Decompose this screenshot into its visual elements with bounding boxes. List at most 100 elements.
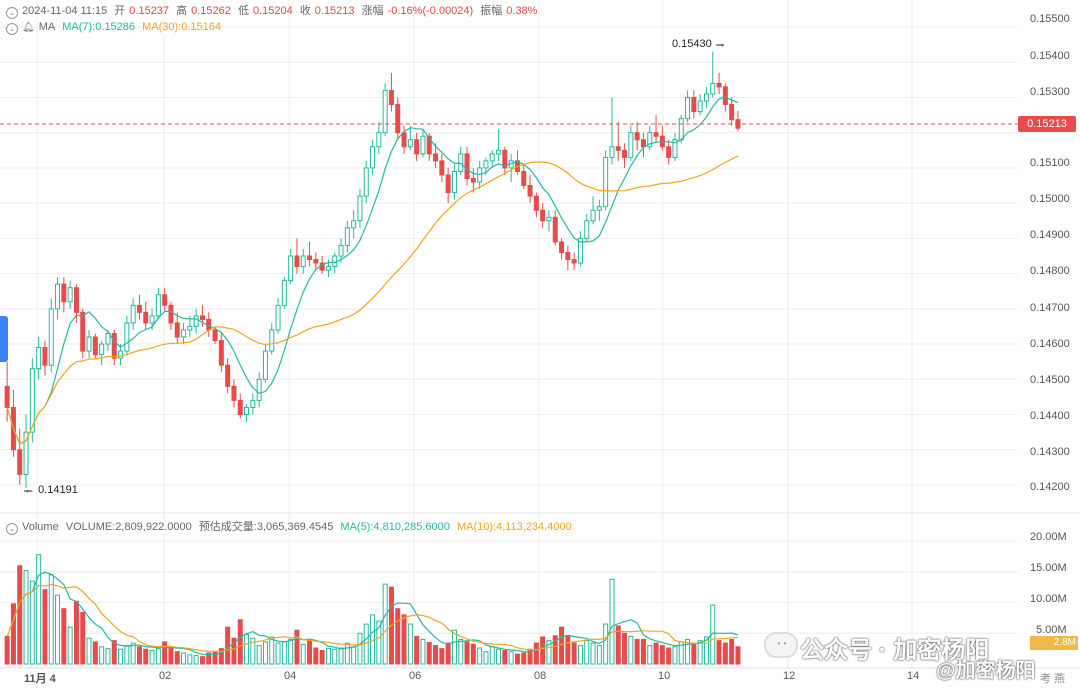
- volume-bar: [168, 646, 174, 665]
- volume-bar: [288, 638, 294, 665]
- candle-body: [691, 96, 697, 113]
- volume-bar: [672, 646, 678, 665]
- candle-body: [55, 283, 61, 310]
- volume-bar: [338, 647, 344, 665]
- volume-bar: [609, 578, 615, 665]
- volume-bar: [527, 648, 533, 665]
- volume-bar: [10, 603, 16, 665]
- x-tick: 06: [409, 670, 422, 682]
- volume-bar: [149, 649, 155, 665]
- candle-body: [256, 378, 262, 401]
- volume-bar: [55, 594, 61, 665]
- volume-bar: [546, 640, 552, 665]
- candle-body: [136, 304, 142, 313]
- volume-ma5-line: [6, 571, 739, 656]
- close-label: 收: [299, 5, 311, 17]
- volume-bar: [67, 626, 73, 665]
- candle-body: [42, 347, 48, 366]
- candle-body: [23, 431, 29, 475]
- volume-tick: 10.00M: [1030, 593, 1067, 605]
- volume-bar: [130, 642, 136, 665]
- ohlc-header: ⌄ 2024-11-04 11:15 开 0.15237 高 0.15262 低 0.1…: [6, 4, 541, 19]
- candle-body: [212, 329, 218, 342]
- volume-bar: [105, 648, 111, 665]
- candle-body: [407, 139, 413, 148]
- side-panel-toggle[interactable]: [0, 316, 8, 362]
- volume-bar: [80, 611, 86, 665]
- ma-indicator-name[interactable]: MA: [38, 21, 56, 33]
- volume-bar: [244, 634, 250, 665]
- volume-bar: [357, 632, 363, 665]
- bell-icon[interactable]: 🔔︎: [22, 22, 35, 33]
- chevron-down-icon[interactable]: ⌄: [6, 23, 18, 35]
- candle-body: [546, 216, 552, 222]
- candle-body: [571, 259, 577, 264]
- volume-bar: [325, 648, 331, 665]
- candle-body: [275, 304, 281, 331]
- candle-body: [80, 311, 86, 352]
- chevron-down-icon[interactable]: ⌄: [6, 7, 18, 19]
- volume-bar: [584, 640, 590, 665]
- candle-body: [143, 311, 149, 324]
- candle-body: [489, 153, 495, 162]
- candle-body: [533, 195, 539, 211]
- candle-body: [672, 139, 678, 158]
- volume-bar: [521, 652, 527, 665]
- volume-bar: [685, 638, 691, 665]
- header-datetime: 2024-11-04 11:15: [22, 5, 108, 17]
- candle-body: [105, 332, 111, 345]
- candle-body: [338, 244, 344, 257]
- volume-tick: 15.00M: [1030, 562, 1067, 574]
- candle-body: [231, 385, 237, 401]
- price-tick: 0.14500: [1030, 374, 1070, 386]
- volume-bar: [275, 642, 281, 665]
- grid-lines: [0, 0, 1018, 668]
- volume-bar: [300, 643, 306, 665]
- price-tick: 0.15400: [1030, 50, 1070, 62]
- volume-bar: [716, 640, 722, 665]
- candle-body: [313, 259, 319, 264]
- open-value: 0.15237: [129, 5, 170, 17]
- volume-bar: [332, 648, 338, 665]
- candle-body: [653, 132, 659, 137]
- volume-bar: [231, 637, 237, 665]
- candle-body: [433, 153, 439, 162]
- price-tick: 0.14200: [1030, 481, 1070, 493]
- volume-bar: [559, 626, 565, 665]
- price-tick: 0.14600: [1030, 338, 1070, 350]
- candle-body: [388, 89, 394, 106]
- candle-body: [111, 332, 117, 359]
- candle-body: [124, 322, 130, 352]
- volume-bars: [4, 554, 741, 665]
- volume-bar: [42, 589, 48, 665]
- price-tick: 0.14400: [1030, 410, 1070, 422]
- volume-tick: 5.00M: [1036, 624, 1067, 636]
- volume-legend: ⌄ Volume VOLUME:2,809,922.0000 预估成交量:3,06…: [6, 520, 576, 535]
- volume-indicator-name[interactable]: Volume: [22, 521, 59, 533]
- candle-body: [483, 160, 489, 169]
- x-tick: 14: [907, 670, 920, 682]
- volume-bar: [92, 641, 98, 665]
- change-value: -0.16%(-0.00024): [387, 5, 474, 17]
- candle-body: [565, 251, 571, 261]
- amplitude-value: 0.38%: [506, 5, 538, 17]
- volume-bar: [640, 638, 646, 665]
- ma30-line: [6, 155, 739, 445]
- change-label: 涨幅: [361, 5, 384, 17]
- volume-bar: [382, 583, 388, 665]
- candle-body: [382, 89, 388, 134]
- volume-bar: [666, 647, 672, 665]
- volume-bar: [376, 620, 382, 665]
- chevron-down-icon[interactable]: ⌄: [6, 523, 18, 535]
- candle-body: [155, 294, 161, 317]
- volume-bar: [136, 646, 142, 665]
- volume-bar: [622, 632, 628, 665]
- volume-bar: [237, 619, 243, 665]
- volume-bar: [143, 648, 149, 665]
- candle-body: [193, 315, 199, 327]
- volume-bar: [307, 638, 313, 665]
- low-label: 低: [237, 5, 249, 17]
- volume-bar: [269, 636, 275, 665]
- volume-tick: 20.00M: [1030, 531, 1067, 543]
